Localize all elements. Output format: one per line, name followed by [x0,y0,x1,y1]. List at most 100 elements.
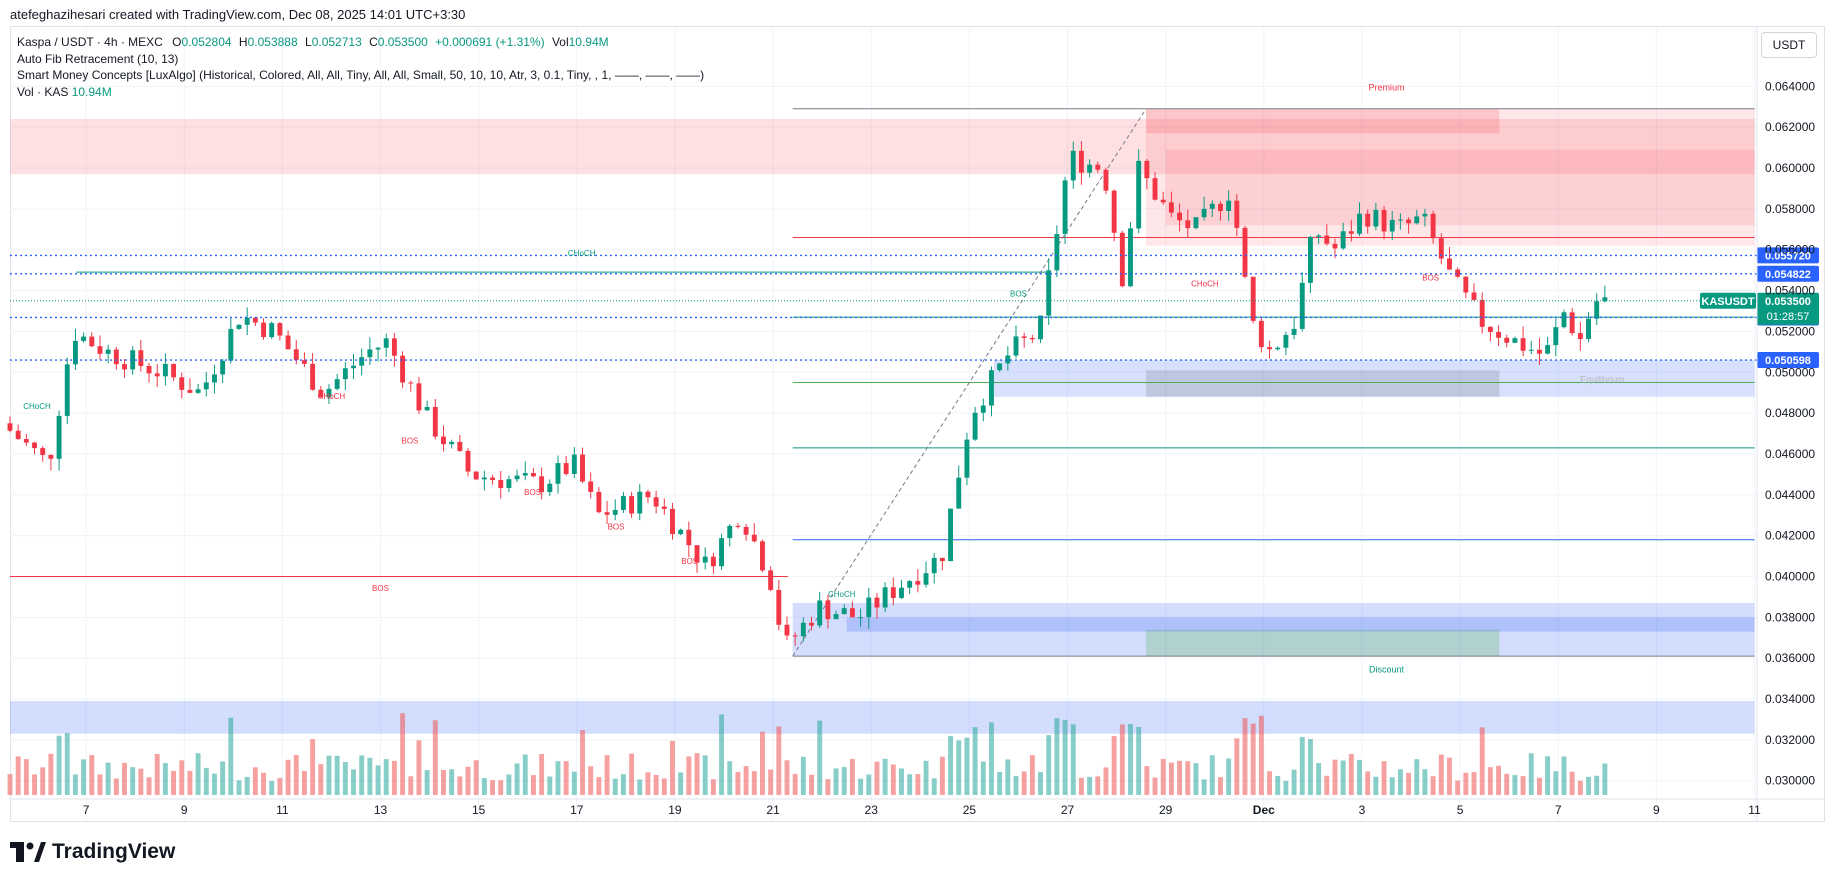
candle-body [1128,228,1133,287]
candle-body [719,538,725,567]
time-tick-label: 23 [865,803,879,817]
volume-bar [1029,755,1035,795]
candle-body [424,406,430,411]
volume-bar [522,754,528,795]
indicator-fib[interactable]: Auto Fib Retracement (10, 13) [17,51,179,66]
candle-body [449,441,455,445]
volume-bar [318,764,324,795]
candle-body [81,336,87,341]
volume-bar [498,780,504,795]
candle-body [301,360,307,364]
volume-bar [1348,753,1354,795]
candle-body [751,534,757,542]
symbol-title[interactable]: Kaspa / USDT · 4h · MEXC [17,35,163,49]
candle-body [1111,190,1117,233]
volume-bar [629,753,635,795]
volume-bar [187,770,193,795]
discount-band [846,617,1755,632]
candle-body [105,349,111,354]
volume-bar [269,780,275,795]
volume-bar [236,780,242,795]
tradingview-logo[interactable]: TradingView [10,840,175,864]
candle-body [1594,301,1600,319]
volume-bar [7,774,13,795]
candle-body [997,363,1003,371]
equilibrium-block [1146,370,1500,397]
candle-body [212,374,217,383]
author-line: atefeghazihesari created with TradingVie… [10,7,466,22]
candle-body [375,347,381,350]
volume-bar [784,760,790,795]
volume-bar [252,767,258,795]
volume-bar [1414,759,1420,795]
volume-bar [841,767,847,795]
volume-bar [1316,763,1322,795]
time-tick-label: 9 [181,803,188,817]
candle-body [588,481,594,492]
volume-bar [1144,766,1150,795]
time-tick-label: 9 [1653,803,1660,817]
price-level-text: 0.055720 [1765,250,1811,262]
candle-body [15,430,21,440]
candle-body [154,373,160,377]
candle-body [481,477,487,480]
volume-bar [1267,771,1272,795]
open-value: 0.052804 [181,35,232,49]
candle-body [514,475,520,480]
price-tick-label: 0.054000 [1765,284,1815,298]
volume-bar [441,769,446,795]
candle-body [555,463,561,484]
volume-bar [735,771,741,795]
structure-label: BOS [608,523,625,532]
volume-bar [915,774,921,795]
price-tick-label: 0.040000 [1765,569,1815,583]
volume-bar [948,735,954,795]
candle-body [236,324,242,329]
candle-body [899,587,904,598]
volume-bar [1479,727,1485,795]
volume-bar [719,714,725,795]
volume-bar [1577,780,1583,795]
volume-bar [1152,777,1158,795]
candle-body [931,557,937,574]
candle-body [1152,178,1158,200]
candle-body [187,389,193,393]
candle-body [678,529,684,535]
candle-body [72,340,78,365]
candle-body [989,370,994,406]
candle-body [1357,213,1362,234]
volume-bar [391,760,397,795]
volume-bar [1070,724,1076,795]
candle-body [1586,318,1591,340]
horizontal-levels: 0.0557200.0548220.0526840.050598KASUSDT0… [10,247,1819,369]
volume-bar [473,760,479,795]
legend-ohlc-row: Kaspa / USDT · 4h · MEXC O0.052804 H0.05… [17,34,704,51]
currency-button[interactable]: USDT [1761,32,1817,58]
price-tick-label: 0.046000 [1765,447,1815,461]
price-tick-label: 0.044000 [1765,488,1815,502]
volume-bar [563,761,569,795]
volume-bar [138,768,144,795]
candle-body [367,349,373,358]
candle-body [244,317,250,325]
volume-bar [710,779,716,795]
candle-body [122,364,127,370]
volume-bar [923,760,929,795]
indicator-smc[interactable]: Smart Money Concepts [LuxAlgo] (Historic… [17,68,705,82]
volume-bar [351,769,356,795]
volume-bar [301,770,307,795]
time-tick-label: 17 [570,803,584,817]
volume-indicator-label[interactable]: Vol · KAS [17,84,69,99]
candle-body [1479,299,1485,327]
equilibrium-label: Equilibrium [1580,374,1625,384]
candle-body [661,506,667,509]
volume-bar [481,778,487,795]
candle-body [1430,213,1436,239]
candle-body [670,508,675,535]
volume-bar [293,754,299,795]
price-tick-label: 0.036000 [1765,651,1815,665]
volume-bar [1487,767,1493,795]
volume-bar [1234,738,1240,795]
candle-body [359,357,365,366]
